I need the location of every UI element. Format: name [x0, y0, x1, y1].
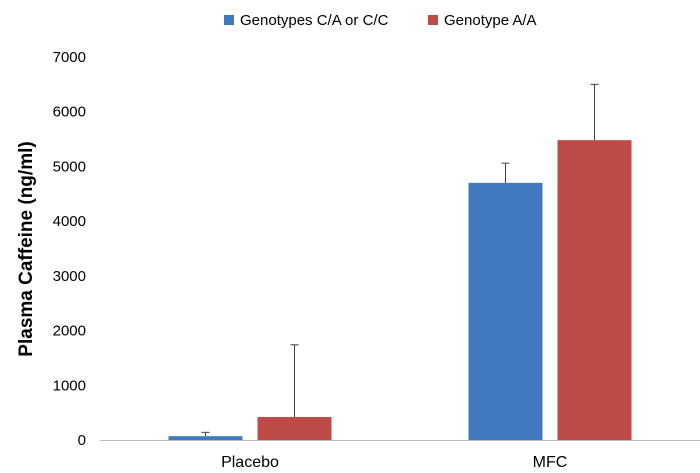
bar [168, 436, 243, 440]
x-category-label: Placebo [221, 454, 279, 471]
bar [557, 140, 632, 440]
y-tick-label: 7000 [53, 49, 86, 66]
legend-swatch [428, 15, 438, 25]
legend-swatch [224, 15, 234, 25]
y-tick-label: 3000 [53, 268, 86, 285]
bar [257, 417, 332, 440]
y-tick-label: 4000 [53, 213, 86, 230]
legend-label: Genotype A/A [444, 12, 537, 29]
y-tick-label: 5000 [53, 158, 86, 175]
x-axis: Placebo MFC [100, 440, 700, 471]
bars [168, 140, 632, 441]
error-bars [201, 83, 599, 437]
bar [468, 182, 543, 441]
legend: Genotypes C/A or C/C Genotype A/A [224, 12, 537, 29]
y-tick-label: 1000 [53, 377, 86, 394]
y-tick-label: 2000 [53, 323, 86, 340]
x-category-label: MFC [533, 454, 568, 471]
y-tick-label: 6000 [53, 104, 86, 121]
y-tick-label: 0 [78, 432, 86, 449]
y-axis: 0 1000 2000 3000 4000 5000 6000 7000 [53, 49, 86, 449]
legend-label: Genotypes C/A or C/C [240, 12, 389, 29]
y-axis-title: Plasma Caffeine (ng/ml) [16, 141, 37, 356]
